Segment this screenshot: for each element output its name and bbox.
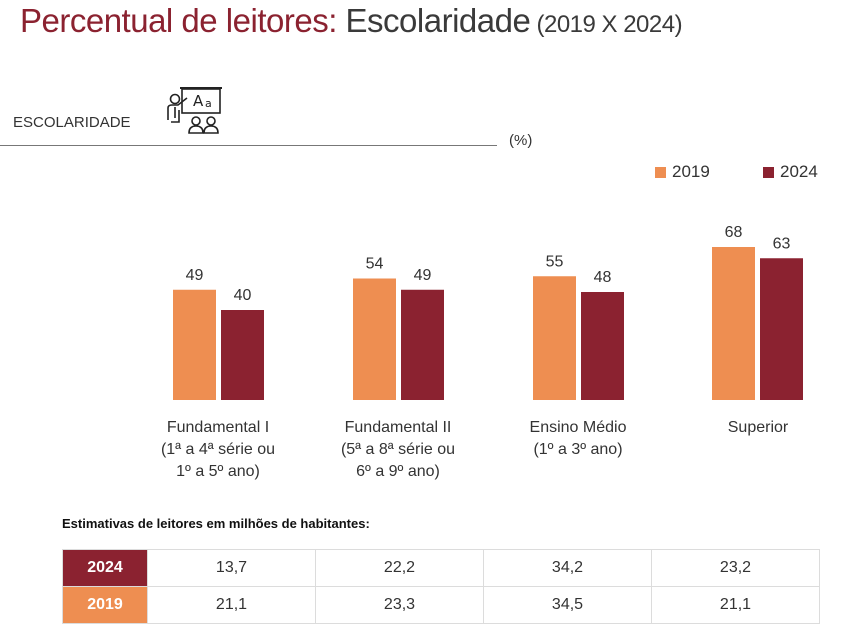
bar-2019-0	[173, 289, 216, 400]
svg-text:A: A	[193, 92, 204, 110]
row-year-2019: 2019	[62, 586, 148, 624]
bar-2024-1	[401, 289, 444, 400]
bar-chart: 49 54 55 68 40 49 48 63	[173, 224, 803, 400]
category-label-ensino-medio: Ensino Médio (1º a 3º ano)	[529, 419, 627, 458]
legend-swatch-2019	[655, 166, 666, 178]
unit-label: (%)	[509, 132, 533, 149]
data-label-2024-2: 48	[594, 269, 612, 286]
legend-label-2024: 2024	[780, 162, 818, 181]
row-year-2024: 2024	[62, 549, 148, 587]
table-cell: 21,1	[147, 586, 316, 624]
bar-2019-1	[353, 278, 396, 400]
table-cell: 34,2	[483, 549, 652, 587]
data-label-2024-1: 49	[414, 267, 432, 284]
table-cell: 13,7	[147, 549, 316, 587]
table-cell: 34,5	[483, 586, 652, 624]
category-label-fundamental-1: Fundamental I (1ª a 4ª série ou 1º a 5º …	[160, 419, 276, 480]
table-cell: 21,1	[651, 586, 820, 624]
category-label-superior: Superior	[727, 419, 789, 436]
table-row-2019: 2019 21,1 23,3 34,5 21,1	[62, 586, 820, 624]
data-label-2019-1: 54	[366, 256, 384, 273]
page-title: Percentual de leitores: Escolaridade (20…	[20, 2, 683, 40]
data-label-2019-0: 49	[186, 267, 204, 284]
bar-2024-0	[221, 310, 264, 400]
bar-2019-3	[712, 247, 755, 400]
title-years: (2019 X 2024)	[530, 11, 683, 38]
estimates-table: 2024 13,7 22,2 34,2 23,2 2019 21,1 23,3 …	[62, 549, 820, 624]
bar-2019-2	[533, 276, 576, 400]
data-label-2019-2: 55	[546, 253, 564, 270]
teacher-classroom-icon: A a	[167, 87, 222, 134]
legend-swatch-2024	[763, 166, 774, 178]
title-main: Percentual de leitores:	[20, 2, 337, 39]
table-row-2024: 2024 13,7 22,2 34,2 23,2	[62, 549, 820, 587]
table-cell: 23,2	[651, 549, 820, 587]
table-cell: 22,2	[315, 549, 484, 587]
legend-item-2024: 2024	[763, 162, 818, 182]
bar-2024-2	[581, 292, 624, 400]
table-cell: 23,3	[315, 586, 484, 624]
legend-label-2019: 2019	[672, 162, 710, 181]
section-label: ESCOLARIDADE	[13, 114, 131, 131]
data-label-2024-0: 40	[234, 287, 252, 304]
data-label-2024-3: 63	[773, 235, 791, 252]
table-title: Estimativas de leitores em milhões de ha…	[62, 516, 370, 531]
data-label-2019-3: 68	[725, 224, 743, 241]
svg-text:a: a	[205, 97, 212, 110]
category-label-fundamental-2: Fundamental II (5ª a 8ª série ou 6º a 9º…	[340, 419, 456, 480]
bar-2024-3	[760, 258, 803, 400]
legend-item-2019: 2019	[655, 162, 710, 182]
title-topic: Escolaridade	[336, 2, 531, 39]
section-divider	[0, 145, 497, 146]
